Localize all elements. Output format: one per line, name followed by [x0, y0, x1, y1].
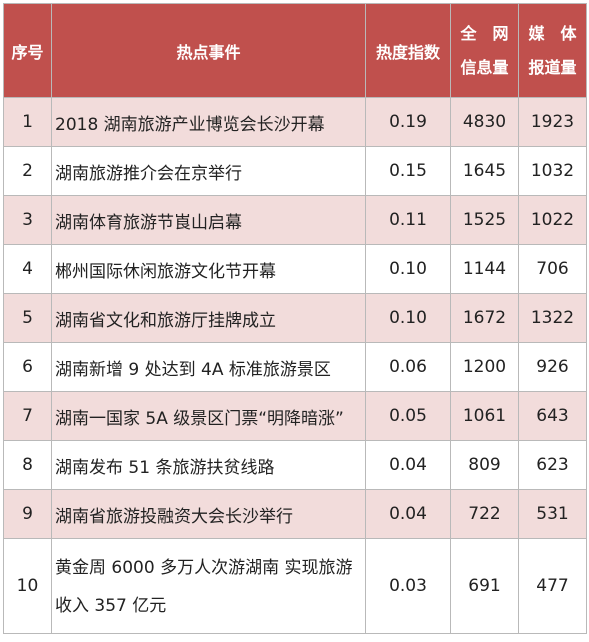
cell-heat-index: 0.11 [365, 195, 451, 245]
table-header-row: 序号 热点事件 热度指数 全 网 信息量 媒 体 报道量 [3, 3, 587, 98]
table-row: 7 湖南一国家 5A 级景区门票“明降暗涨” 0.05 1061 643 [3, 391, 587, 441]
cell-event: 2018 湖南旅游产业博览会长沙开幕 [51, 97, 366, 147]
table-row: 5 湖南省文化和旅游厅挂牌成立 0.10 1672 1322 [3, 293, 587, 343]
cell-index: 10 [3, 538, 52, 634]
cell-index: 8 [3, 440, 52, 490]
cell-index: 6 [3, 342, 52, 392]
cell-index: 7 [3, 391, 52, 441]
table-row: 6 湖南新增 9 处达到 4A 标准旅游景区 0.06 1200 926 [3, 342, 587, 392]
table-row: 9 湖南省旅游投融资大会长沙举行 0.04 722 531 [3, 489, 587, 539]
cell-heat-index: 0.19 [365, 97, 451, 147]
cell-event: 黄金周 6000 多万人次游湖南 实现旅游收入 357 亿元 [51, 538, 366, 634]
cell-media-reports: 1923 [518, 97, 587, 147]
cell-index: 3 [3, 195, 52, 245]
cell-total-info: 1525 [450, 195, 519, 245]
cell-heat-index: 0.05 [365, 391, 451, 441]
table-row: 8 湖南发布 51 条旅游扶贫线路 0.04 809 623 [3, 440, 587, 490]
cell-total-info: 722 [450, 489, 519, 539]
cell-event: 湖南发布 51 条旅游扶贫线路 [51, 440, 366, 490]
cell-event: 郴州国际休闲旅游文化节开幕 [51, 244, 366, 294]
cell-heat-index: 0.03 [365, 538, 451, 634]
cell-media-reports: 531 [518, 489, 587, 539]
hot-events-table-container: 序号 热点事件 热度指数 全 网 信息量 媒 体 报道量 1 2018 湖南旅游… [3, 3, 587, 634]
cell-event: 湖南省旅游投融资大会长沙举行 [51, 489, 366, 539]
cell-total-info: 4830 [450, 97, 519, 147]
table-row: 1 2018 湖南旅游产业博览会长沙开幕 0.19 4830 1923 [3, 97, 587, 147]
column-header-heat-index: 热度指数 [365, 3, 451, 98]
cell-media-reports: 706 [518, 244, 587, 294]
cell-media-reports: 1032 [518, 146, 587, 196]
cell-total-info: 691 [450, 538, 519, 634]
cell-event: 湖南省文化和旅游厅挂牌成立 [51, 293, 366, 343]
column-header-total-info-line1: 全 网 [460, 23, 509, 43]
cell-media-reports: 643 [518, 391, 587, 441]
cell-event: 湖南新增 9 处达到 4A 标准旅游景区 [51, 342, 366, 392]
cell-index: 2 [3, 146, 52, 196]
hot-events-table: 序号 热点事件 热度指数 全 网 信息量 媒 体 报道量 1 2018 湖南旅游… [3, 3, 587, 634]
cell-heat-index: 0.06 [365, 342, 451, 392]
cell-heat-index: 0.10 [365, 293, 451, 343]
column-header-media-reports: 媒 体 报道量 [518, 3, 587, 98]
column-header-media-reports-line2: 报道量 [528, 57, 577, 77]
cell-media-reports: 1022 [518, 195, 587, 245]
column-header-event: 热点事件 [51, 3, 366, 98]
cell-index: 5 [3, 293, 52, 343]
table-row: 2 湖南旅游推介会在京举行 0.15 1645 1032 [3, 146, 587, 196]
cell-event: 湖南体育旅游节崀山启幕 [51, 195, 366, 245]
cell-index: 4 [3, 244, 52, 294]
cell-media-reports: 926 [518, 342, 587, 392]
cell-media-reports: 477 [518, 538, 587, 634]
cell-total-info: 1200 [450, 342, 519, 392]
column-header-total-info-line2: 信息量 [460, 57, 509, 77]
cell-index: 9 [3, 489, 52, 539]
cell-event: 湖南旅游推介会在京举行 [51, 146, 366, 196]
table-row: 10 黄金周 6000 多万人次游湖南 实现旅游收入 357 亿元 0.03 6… [3, 538, 587, 634]
table-row: 4 郴州国际休闲旅游文化节开幕 0.10 1144 706 [3, 244, 587, 294]
cell-media-reports: 1322 [518, 293, 587, 343]
cell-total-info: 809 [450, 440, 519, 490]
cell-heat-index: 0.04 [365, 440, 451, 490]
cell-total-info: 1144 [450, 244, 519, 294]
cell-heat-index: 0.15 [365, 146, 451, 196]
cell-heat-index: 0.10 [365, 244, 451, 294]
column-header-index: 序号 [3, 3, 52, 98]
cell-total-info: 1061 [450, 391, 519, 441]
column-header-media-reports-line1: 媒 体 [528, 23, 577, 43]
table-row: 3 湖南体育旅游节崀山启幕 0.11 1525 1022 [3, 195, 587, 245]
cell-index: 1 [3, 97, 52, 147]
cell-media-reports: 623 [518, 440, 587, 490]
column-header-total-info: 全 网 信息量 [450, 3, 519, 98]
cell-total-info: 1645 [450, 146, 519, 196]
cell-total-info: 1672 [450, 293, 519, 343]
cell-event: 湖南一国家 5A 级景区门票“明降暗涨” [51, 391, 366, 441]
cell-heat-index: 0.04 [365, 489, 451, 539]
